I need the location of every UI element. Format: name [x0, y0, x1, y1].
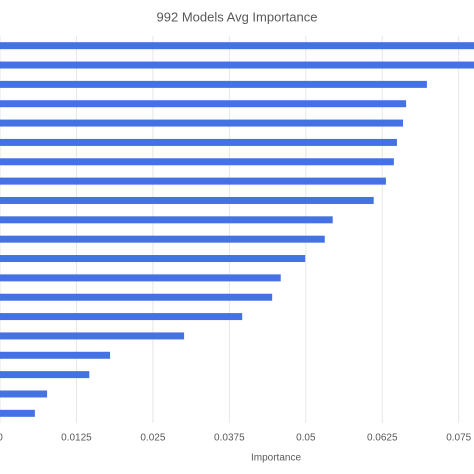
bar — [0, 196, 374, 204]
x-tick-label: 0.025 — [140, 433, 165, 444]
bar — [0, 158, 394, 166]
bar — [0, 371, 90, 379]
x-tick-label: 0.0375 — [214, 433, 245, 444]
x-tick-label: 0.075 — [446, 433, 471, 444]
bar — [0, 351, 111, 359]
bar — [0, 61, 474, 69]
bar — [0, 42, 474, 50]
chart-title: 992 Models Avg Importance — [157, 9, 318, 24]
bar — [0, 390, 48, 398]
bar — [0, 255, 306, 263]
bar — [0, 138, 397, 146]
bar — [0, 216, 333, 224]
bar — [0, 313, 243, 321]
bar — [0, 293, 273, 301]
bar — [0, 409, 35, 417]
bar — [0, 119, 404, 127]
bar — [0, 177, 386, 185]
bar — [0, 100, 407, 108]
x-tick-label: 0.0625 — [367, 433, 398, 444]
x-tick-label: 0.05 — [296, 433, 316, 444]
bar — [0, 274, 281, 282]
x-tick-label: 0.0125 — [61, 433, 92, 444]
bar — [0, 235, 325, 243]
bar — [0, 80, 427, 88]
x-tick-label: 0 — [0, 433, 3, 444]
bar — [0, 332, 185, 340]
x-axis-label: Importance — [251, 453, 301, 464]
